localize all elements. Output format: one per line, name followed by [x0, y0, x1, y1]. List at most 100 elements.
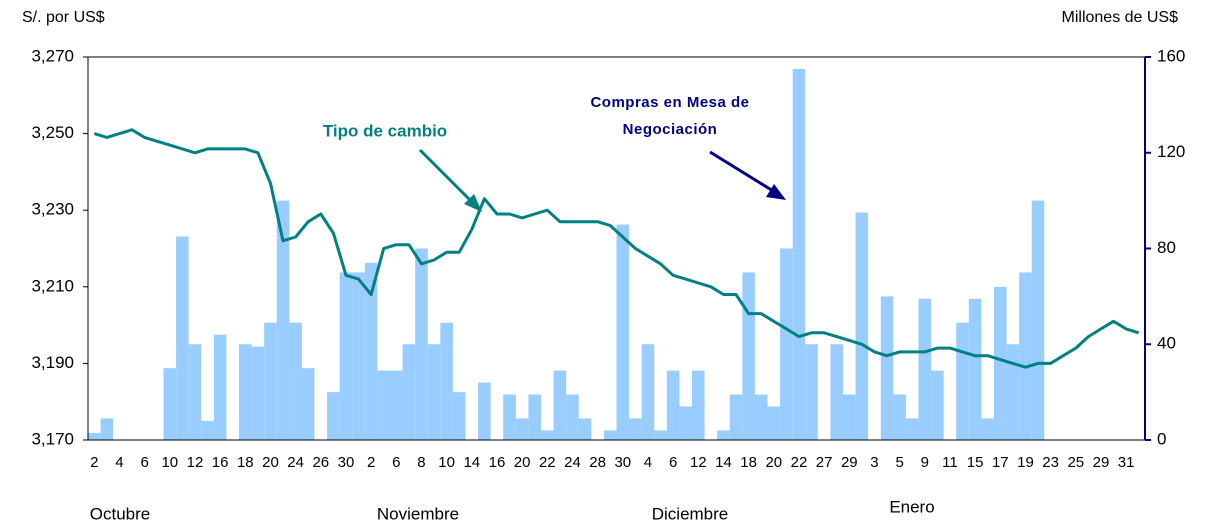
bar	[100, 418, 114, 440]
x-tick-label: 5	[895, 454, 903, 471]
bar	[692, 370, 705, 440]
bar	[88, 432, 101, 440]
y2-axis-label: Millones de US$	[1062, 9, 1179, 26]
bar	[880, 296, 894, 440]
x-tick-label: 24	[564, 454, 581, 471]
bar	[213, 334, 227, 440]
arrow-head	[766, 184, 786, 200]
x-tick-label: 31	[1118, 454, 1135, 471]
bar	[780, 248, 793, 440]
x-tick-label: 20	[514, 454, 531, 471]
bar	[427, 344, 441, 440]
bar	[843, 394, 856, 440]
bar	[1019, 272, 1032, 440]
y2-tick-label: 120	[1157, 142, 1185, 161]
bar	[666, 370, 680, 440]
bar	[415, 248, 428, 440]
bar	[503, 394, 516, 440]
bar	[616, 224, 630, 440]
y2-tick-label: 0	[1157, 429, 1166, 448]
bar	[352, 272, 365, 440]
bar	[641, 344, 655, 440]
x-tick-label: 14	[715, 454, 732, 471]
x-tick-label: 17	[992, 454, 1009, 471]
x-tick-label: 10	[161, 454, 178, 471]
bar	[264, 322, 277, 440]
x-tick-label: 22	[791, 454, 808, 471]
x-tick-label: 28	[589, 454, 606, 471]
x-tick-label: 16	[212, 454, 229, 471]
bar	[327, 392, 340, 440]
bar	[377, 370, 390, 440]
y-axis-label: S/. por US$	[22, 9, 105, 26]
bar	[792, 68, 806, 440]
x-tick-label: 2	[90, 454, 98, 471]
bar	[893, 394, 906, 440]
annotation: Negociación	[623, 121, 718, 138]
bar	[364, 262, 378, 440]
bar	[452, 392, 466, 440]
y2-tick-label: 40	[1157, 334, 1176, 353]
x-tick-label: 12	[187, 454, 204, 471]
bar	[339, 272, 353, 440]
bar	[981, 418, 994, 440]
x-tick-label: 8	[417, 454, 425, 471]
annotation: Compras en Mesa de	[590, 94, 749, 111]
x-tick-label: 6	[669, 454, 677, 471]
x-tick-label: 29	[1093, 454, 1110, 471]
line	[93, 128, 1140, 369]
x-tick-label: 6	[392, 454, 400, 471]
x-tick-label: 18	[237, 454, 254, 471]
x-group-label: Enero	[889, 497, 934, 516]
arrow	[418, 148, 478, 208]
arrow-head	[464, 194, 482, 212]
bar	[767, 406, 781, 440]
x-tick-label: 26	[312, 454, 329, 471]
y-tick-label: 3,170	[31, 429, 74, 448]
bar	[201, 420, 214, 440]
bar	[918, 298, 932, 440]
x-tick-label: 12	[690, 454, 707, 471]
bar	[578, 418, 592, 440]
bar	[717, 430, 730, 440]
x-tick-label: 22	[539, 454, 556, 471]
bar	[188, 344, 202, 440]
bar	[553, 370, 567, 440]
bar	[855, 212, 869, 440]
bar	[931, 370, 944, 440]
x-tick-label: 9	[921, 454, 929, 471]
bar	[1031, 200, 1045, 440]
x-tick-label: 20	[262, 454, 279, 471]
bar	[1006, 344, 1020, 440]
bar	[478, 382, 491, 440]
bar	[251, 346, 265, 440]
bar	[805, 344, 818, 440]
x-group-label: Octubre	[90, 504, 150, 523]
x-tick-label: 11	[942, 454, 958, 471]
bar	[994, 286, 1007, 440]
bars	[88, 68, 1045, 440]
x-tick-label: 30	[614, 454, 631, 471]
x-tick-label: 27	[816, 454, 833, 471]
x-tick-label: 20	[765, 454, 782, 471]
x-tick-label: 4	[115, 454, 123, 471]
x-tick-label: 30	[338, 454, 355, 471]
bar	[440, 322, 453, 440]
bar	[968, 298, 982, 440]
bar	[276, 200, 290, 440]
bar	[679, 406, 692, 440]
x-tick-label: 2	[367, 454, 375, 471]
bar	[729, 394, 743, 440]
bar	[956, 322, 969, 440]
x-tick-label: 3	[870, 454, 878, 471]
x-tick-label: 14	[463, 454, 480, 471]
bar	[830, 344, 843, 440]
bar	[239, 344, 252, 440]
x-tick-label: 24	[287, 454, 304, 471]
bar	[402, 344, 416, 440]
x-tick-label: 19	[1017, 454, 1034, 471]
bar	[566, 394, 579, 440]
bar	[629, 418, 642, 440]
bar	[603, 430, 617, 440]
